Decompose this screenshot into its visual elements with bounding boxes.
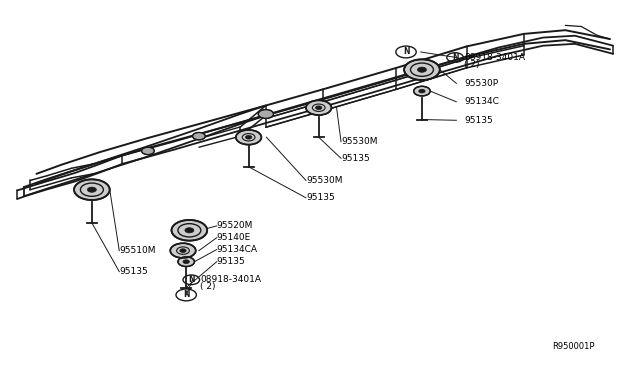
Text: 08918-3401A: 08918-3401A bbox=[200, 275, 261, 284]
Circle shape bbox=[172, 220, 207, 241]
Circle shape bbox=[258, 110, 273, 118]
Text: 95520M: 95520M bbox=[217, 221, 253, 230]
Text: 95510M: 95510M bbox=[119, 246, 156, 255]
Text: 95530M: 95530M bbox=[341, 137, 378, 146]
Circle shape bbox=[185, 228, 194, 233]
Text: 95134CA: 95134CA bbox=[217, 245, 258, 254]
Text: 95134C: 95134C bbox=[464, 97, 499, 106]
Circle shape bbox=[74, 179, 109, 200]
Circle shape bbox=[178, 257, 195, 266]
Circle shape bbox=[246, 135, 252, 139]
Circle shape bbox=[236, 130, 261, 145]
Text: 95135: 95135 bbox=[464, 116, 493, 125]
Circle shape bbox=[413, 86, 430, 96]
Circle shape bbox=[183, 260, 189, 263]
Circle shape bbox=[141, 147, 154, 155]
Text: 95135: 95135 bbox=[119, 267, 148, 276]
Text: 08918-3401A: 08918-3401A bbox=[464, 53, 525, 62]
Circle shape bbox=[419, 89, 425, 93]
Circle shape bbox=[193, 132, 205, 140]
Text: 95135: 95135 bbox=[341, 154, 370, 163]
Text: N: N bbox=[183, 291, 189, 299]
Text: N: N bbox=[188, 275, 195, 284]
Circle shape bbox=[180, 249, 186, 253]
Text: R950001P: R950001P bbox=[552, 342, 595, 351]
Circle shape bbox=[88, 187, 97, 192]
Text: 95140E: 95140E bbox=[217, 233, 251, 242]
Text: N: N bbox=[403, 48, 409, 57]
Text: 95530M: 95530M bbox=[306, 176, 342, 185]
Text: 95530P: 95530P bbox=[464, 79, 498, 88]
Text: ( 2): ( 2) bbox=[464, 60, 479, 69]
Circle shape bbox=[417, 67, 426, 72]
Circle shape bbox=[170, 243, 196, 258]
Text: 95135: 95135 bbox=[306, 193, 335, 202]
Text: N: N bbox=[452, 53, 458, 62]
Circle shape bbox=[316, 106, 322, 110]
Text: ( 2): ( 2) bbox=[200, 282, 216, 291]
Circle shape bbox=[404, 60, 440, 80]
Circle shape bbox=[306, 100, 332, 115]
Text: 95135: 95135 bbox=[217, 257, 246, 266]
